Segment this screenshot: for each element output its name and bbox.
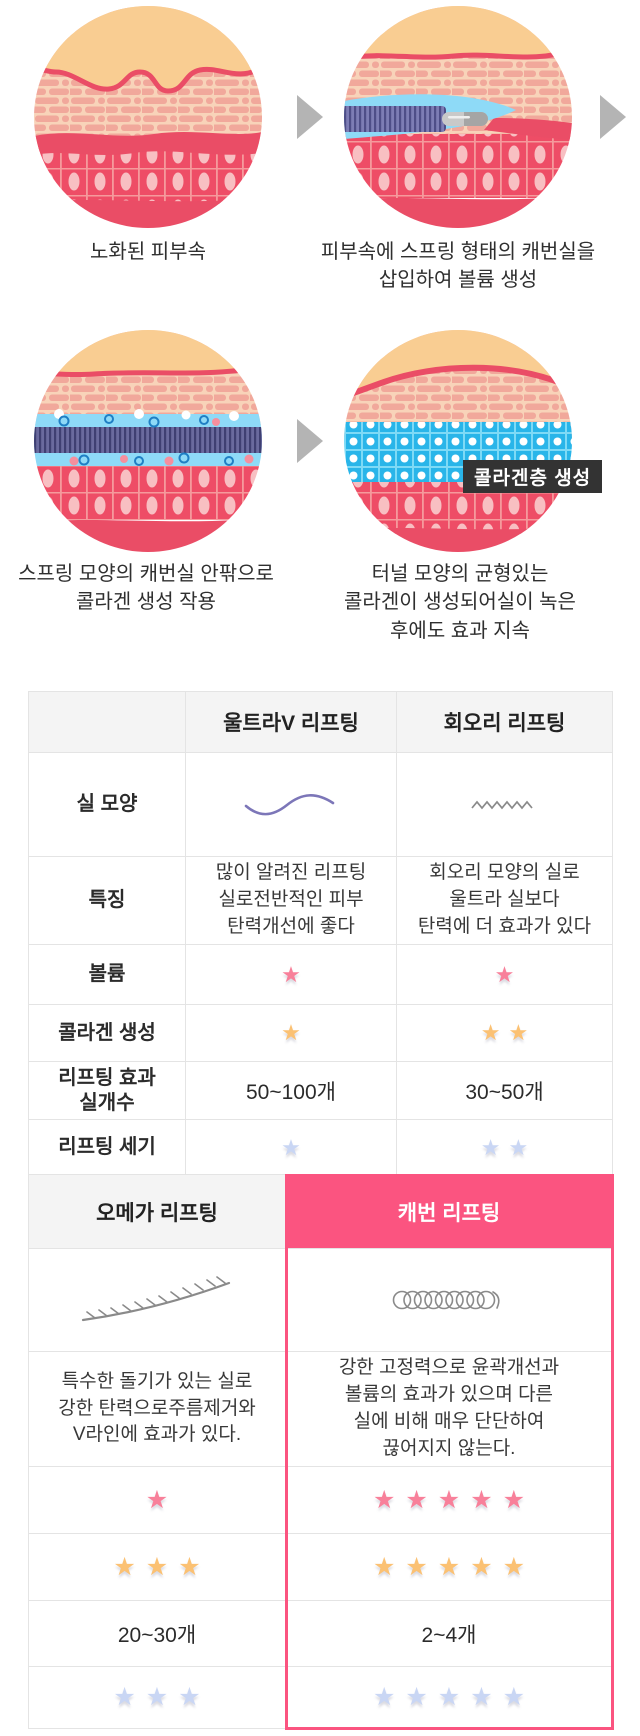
tornado-volume-stars: ★ bbox=[397, 945, 613, 1005]
cavern-strength-stars: ★ ★ ★ ★ ★ bbox=[286, 1667, 613, 1729]
tornado-shape-cell bbox=[397, 753, 613, 857]
row-label-strength: 리프팅 세기 bbox=[29, 1120, 186, 1176]
star-icon: ★ bbox=[178, 1683, 201, 1711]
ultrav-collagen-stars: ★ bbox=[186, 1005, 397, 1062]
step3-caption: 스프링 모양의 캐번실 안팎으로 콜라겐 생성 작용 bbox=[18, 563, 274, 614]
step4-caption: 터널 모양의 균형있는 콜라겐이 생성되어실이 녹은 후에도 효과 지속 bbox=[344, 563, 576, 642]
ultrav-strength-stars: ★ bbox=[186, 1120, 397, 1176]
tornado-thread-count: 30~50개 bbox=[397, 1062, 613, 1120]
tornado-header: 회오리 리프팅 bbox=[397, 692, 613, 753]
omega-feature: 특수한 돌기가 있는 실로 강한 탄력으로주름제거와 V라인에 효과가 있다. bbox=[29, 1352, 286, 1467]
star-icon: ★ bbox=[145, 1552, 169, 1581]
tornado-strength-stars: ★ ★ bbox=[397, 1120, 613, 1176]
star-icon: ★ bbox=[145, 1683, 169, 1711]
star-icon: ★ bbox=[470, 1552, 493, 1581]
omega-shape-cell bbox=[29, 1249, 286, 1352]
row-label-shape: 실 모양 bbox=[29, 753, 186, 857]
star-icon: ★ bbox=[372, 1552, 396, 1581]
thread-insertion-illustration bbox=[344, 6, 572, 228]
cavern-volume-stars: ★ ★ ★ ★ ★ bbox=[286, 1467, 613, 1534]
star-icon: ★ bbox=[405, 1683, 428, 1711]
zigzag-thread-icon bbox=[470, 800, 533, 809]
ultrav-shape-cell bbox=[186, 753, 397, 857]
star-icon: ★ bbox=[437, 1552, 461, 1581]
step2-caption: 피부속에 스프링 형태의 캐번실을 삽입하여 볼륨 생성 bbox=[320, 241, 596, 292]
wave-thread-icon bbox=[244, 793, 335, 815]
cavern-collagen-stars: ★ ★ ★ ★ ★ bbox=[286, 1534, 613, 1601]
arrow-right-icon bbox=[600, 95, 626, 139]
cavern-feature: 강한 고정력으로 윤곽개선과 볼륨의 효과가 있으며 다른 실에 비해 매우 단… bbox=[286, 1352, 613, 1467]
barbed-thread-icon bbox=[81, 1276, 231, 1322]
star-icon: ★ bbox=[281, 961, 301, 987]
star-icon: ★ bbox=[437, 1485, 461, 1514]
star-icon: ★ bbox=[372, 1683, 396, 1711]
star-icon: ★ bbox=[502, 1683, 526, 1711]
star-icon: ★ bbox=[405, 1552, 428, 1581]
ultrav-volume-stars: ★ bbox=[186, 945, 397, 1005]
comparison-table-bottom: 오메가 리프팅 캐번 리프팅 특수한 돌기가 있는 실로 강한 탄력으로주름제거… bbox=[28, 1174, 613, 1729]
star-icon: ★ bbox=[113, 1683, 136, 1711]
star-icon: ★ bbox=[502, 1552, 526, 1581]
cavern-thread-count: 2~4개 bbox=[286, 1601, 613, 1667]
star-icon: ★ bbox=[113, 1552, 136, 1581]
collagen-layer-badge: 콜라겐층 생성 bbox=[463, 460, 603, 493]
collagen-forming-illustration bbox=[34, 330, 262, 552]
omega-collagen-stars: ★ ★ ★ bbox=[29, 1534, 286, 1601]
corner-cell bbox=[29, 692, 186, 753]
star-icon: ★ bbox=[281, 1020, 301, 1045]
cavern-header: 캐번 리프팅 bbox=[286, 1175, 613, 1249]
star-icon: ★ bbox=[145, 1485, 169, 1514]
star-icon: ★ bbox=[372, 1485, 396, 1514]
star-icon: ★ bbox=[470, 1485, 493, 1514]
step1-caption: 노화된 피부속 bbox=[90, 241, 206, 263]
star-icon: ★ bbox=[480, 1020, 501, 1045]
ultrav-thread-count: 50~100개 bbox=[186, 1062, 397, 1120]
ultrav-header: 울트라V 리프팅 bbox=[186, 692, 397, 753]
collagen-tunnel-illustration bbox=[344, 330, 572, 552]
star-icon: ★ bbox=[502, 1485, 526, 1514]
row-label-volume: 볼륨 bbox=[29, 945, 186, 1005]
arrow-right-icon bbox=[297, 419, 323, 463]
comparison-table-top: 울트라V 리프팅 회오리 리프팅 실 모양 특징 많이 알려진 리프팅 실로전반… bbox=[28, 691, 613, 1176]
star-icon: ★ bbox=[281, 1134, 301, 1160]
omega-volume-stars: ★ bbox=[29, 1467, 286, 1534]
tornado-collagen-stars: ★ ★ bbox=[397, 1005, 613, 1062]
star-icon: ★ bbox=[480, 1134, 501, 1160]
row-label-collagen: 콜라겐 생성 bbox=[29, 1005, 186, 1062]
star-icon: ★ bbox=[470, 1683, 493, 1711]
ultrav-feature: 많이 알려진 리프팅 실로전반적인 피부 탄력개선에 좋다 bbox=[186, 857, 397, 945]
aged-skin-illustration bbox=[34, 6, 262, 228]
star-icon: ★ bbox=[508, 1134, 529, 1160]
arrow-right-icon bbox=[297, 95, 323, 139]
star-icon: ★ bbox=[405, 1485, 428, 1514]
tornado-feature: 회오리 모양의 실로 울트라 실보다 탄력에 더 효과가 있다 bbox=[397, 857, 613, 945]
omega-header: 오메가 리프팅 bbox=[29, 1175, 286, 1249]
star-icon: ★ bbox=[437, 1683, 461, 1711]
cavern-shape-cell bbox=[286, 1249, 613, 1352]
omega-strength-stars: ★ ★ ★ bbox=[29, 1667, 286, 1729]
coil-thread-icon bbox=[392, 1290, 500, 1310]
star-icon: ★ bbox=[494, 961, 515, 987]
row-label-thread-count: 리프팅 효과 실개수 bbox=[29, 1062, 186, 1120]
star-icon: ★ bbox=[508, 1020, 529, 1045]
star-icon: ★ bbox=[178, 1552, 201, 1581]
omega-thread-count: 20~30개 bbox=[29, 1601, 286, 1667]
row-label-feature: 특징 bbox=[29, 857, 186, 945]
